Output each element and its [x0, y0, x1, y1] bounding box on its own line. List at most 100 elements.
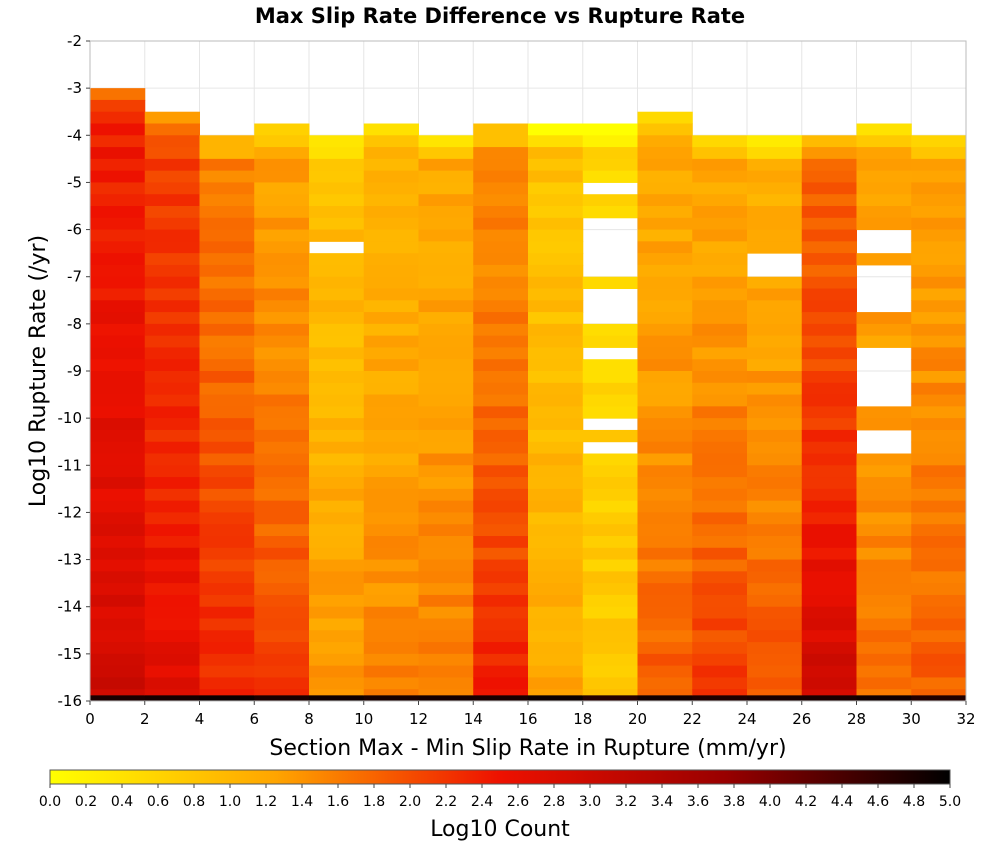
heatmap-cell [254, 406, 310, 419]
heatmap-cell [801, 276, 857, 289]
heatmap-cell [747, 288, 803, 301]
heatmap-cell [90, 359, 146, 372]
heatmap-cell [309, 695, 365, 701]
heatmap-cell [254, 677, 310, 690]
heatmap-cell [363, 194, 419, 207]
heatmap-cell [637, 695, 693, 701]
heatmap-cell [199, 695, 255, 701]
heatmap-cell [90, 677, 146, 690]
heatmap-cell [144, 642, 200, 655]
heatmap-cell [692, 323, 748, 337]
heatmap-cell [473, 477, 529, 490]
heatmap-cell [473, 642, 529, 655]
heatmap-cell [418, 441, 474, 454]
heatmap-cell [747, 229, 803, 242]
heatmap-cell [747, 371, 803, 384]
heatmap-cell [309, 312, 365, 325]
heatmap-cell [801, 653, 857, 667]
heatmap-cell [473, 253, 529, 266]
heatmap-cell [637, 264, 693, 278]
heatmap-cell [144, 158, 200, 172]
heatmap-cell [90, 111, 146, 124]
heatmap-cell [528, 453, 584, 466]
heatmap-cell [637, 135, 693, 148]
heatmap-cell [199, 347, 255, 360]
heatmap-cell [144, 512, 200, 525]
heatmap-cell [637, 594, 693, 608]
heatmap-cell [418, 135, 474, 148]
heatmap-cell [254, 147, 310, 160]
heatmap-cell [637, 394, 693, 407]
heatmap-cell [528, 642, 584, 655]
heatmap-cell [254, 323, 310, 337]
heatmap-cell [309, 465, 365, 478]
heatmap-cell [254, 441, 310, 454]
heatmap-cell [801, 182, 857, 195]
heatmap-cell [473, 583, 529, 596]
heatmap-cell [199, 394, 255, 407]
heatmap-cell [637, 347, 693, 360]
heatmap-cell [637, 382, 693, 396]
heatmap-cell [911, 300, 967, 313]
heatmap-cell [90, 99, 146, 113]
heatmap-cell [418, 206, 474, 219]
heatmap-cell [473, 264, 529, 278]
heatmap-cell [473, 653, 529, 667]
heatmap-cell [473, 630, 529, 643]
heatmap-cell [911, 418, 967, 431]
heatmap-cell [309, 147, 365, 160]
heatmap-cell [309, 583, 365, 596]
heatmap-cell [473, 182, 529, 195]
heatmap-cell [747, 276, 803, 289]
heatmap-cell [254, 500, 310, 513]
heatmap-cell [911, 559, 967, 572]
x-tick-label: 4 [195, 710, 205, 728]
x-tick-label: 22 [683, 710, 702, 728]
heatmap-cell [90, 264, 146, 278]
heatmap-cell [199, 536, 255, 549]
heatmap-cell [801, 253, 857, 266]
heatmap-cell [856, 512, 912, 525]
heatmap-cell [254, 477, 310, 490]
heatmap-cell [856, 630, 912, 643]
y-tick-label: -6 [67, 221, 82, 239]
heatmap-cell [473, 606, 529, 619]
heatmap-cell [911, 182, 967, 195]
heatmap-cell [418, 695, 474, 701]
heatmap-cell [747, 665, 803, 678]
heatmap-cell [637, 123, 693, 136]
heatmap-cell [582, 453, 638, 466]
heatmap-cell [473, 158, 529, 172]
heatmap-cell [254, 288, 310, 301]
heatmap-cell [801, 465, 857, 478]
heatmap-cell [418, 571, 474, 584]
heatmap-cell [528, 594, 584, 608]
heatmap-cell [911, 547, 967, 561]
heatmap-cell [254, 241, 310, 254]
heatmap-cell [254, 689, 310, 696]
heatmap-cell [637, 488, 693, 502]
colorbar-tick-label: 3.8 [723, 794, 745, 810]
heatmap-cell [473, 241, 529, 254]
x-tick-label: 18 [573, 710, 592, 728]
heatmap-cell [254, 606, 310, 619]
heatmap-cell [90, 465, 146, 478]
heatmap-cell [637, 323, 693, 337]
heatmap-cell [90, 695, 146, 701]
heatmap-cell [801, 312, 857, 325]
heatmap-cell [363, 135, 419, 148]
heatmap-cell [692, 594, 748, 608]
heatmap-cell [309, 536, 365, 549]
heatmap-cell [473, 229, 529, 242]
heatmap-cell [528, 170, 584, 183]
heatmap-cell [528, 241, 584, 254]
heatmap-cell [473, 359, 529, 372]
heatmap-cell [418, 323, 474, 337]
heatmap-cell [254, 158, 310, 172]
heatmap-cell [144, 453, 200, 466]
heatmap-cell [309, 264, 365, 278]
heatmap-cell [254, 488, 310, 502]
x-tick-label: 2 [140, 710, 150, 728]
heatmap-cell [363, 606, 419, 619]
heatmap-cell [473, 665, 529, 678]
